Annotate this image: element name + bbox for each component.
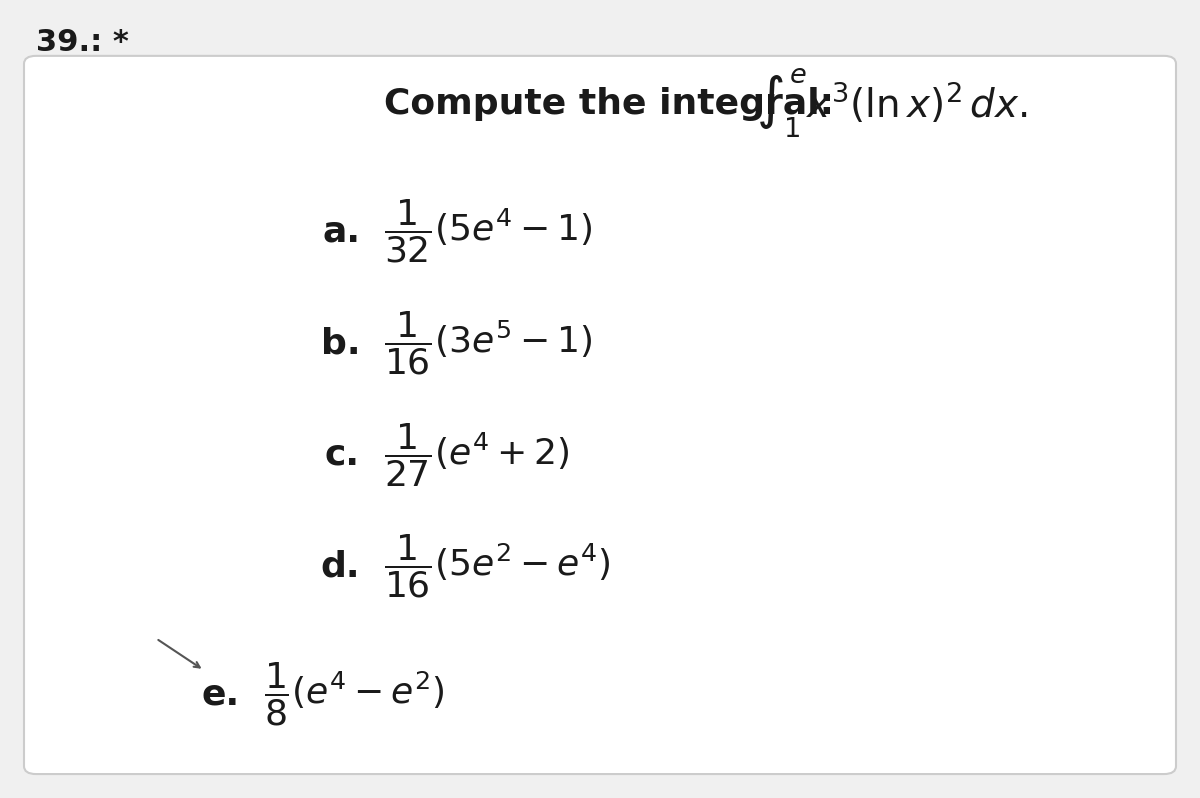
FancyBboxPatch shape [24, 56, 1176, 774]
Text: $\dfrac{1}{16}(5e^{2}-e^{4})$: $\dfrac{1}{16}(5e^{2}-e^{4})$ [384, 533, 611, 600]
Text: b.: b. [320, 326, 360, 360]
Text: Compute the integral:: Compute the integral: [384, 87, 834, 120]
Text: $\dfrac{1}{27}(e^{4}+2)$: $\dfrac{1}{27}(e^{4}+2)$ [384, 421, 570, 488]
Text: $\dfrac{1}{32}(5e^{4}-1)$: $\dfrac{1}{32}(5e^{4}-1)$ [384, 198, 593, 265]
Text: d.: d. [320, 550, 360, 583]
Text: $\int_{1}^{e} x^{3}(\ln x)^{2}\,dx.$: $\int_{1}^{e} x^{3}(\ln x)^{2}\,dx.$ [756, 67, 1027, 140]
Text: 39.: *: 39.: * [36, 28, 128, 57]
Text: c.: c. [325, 438, 360, 472]
Text: $\dfrac{1}{8}(e^{4}-e^{2})$: $\dfrac{1}{8}(e^{4}-e^{2})$ [264, 661, 445, 728]
Text: e.: e. [202, 678, 240, 711]
Text: a.: a. [322, 215, 360, 248]
Text: $\dfrac{1}{16}(3e^{5}-1)$: $\dfrac{1}{16}(3e^{5}-1)$ [384, 310, 593, 377]
